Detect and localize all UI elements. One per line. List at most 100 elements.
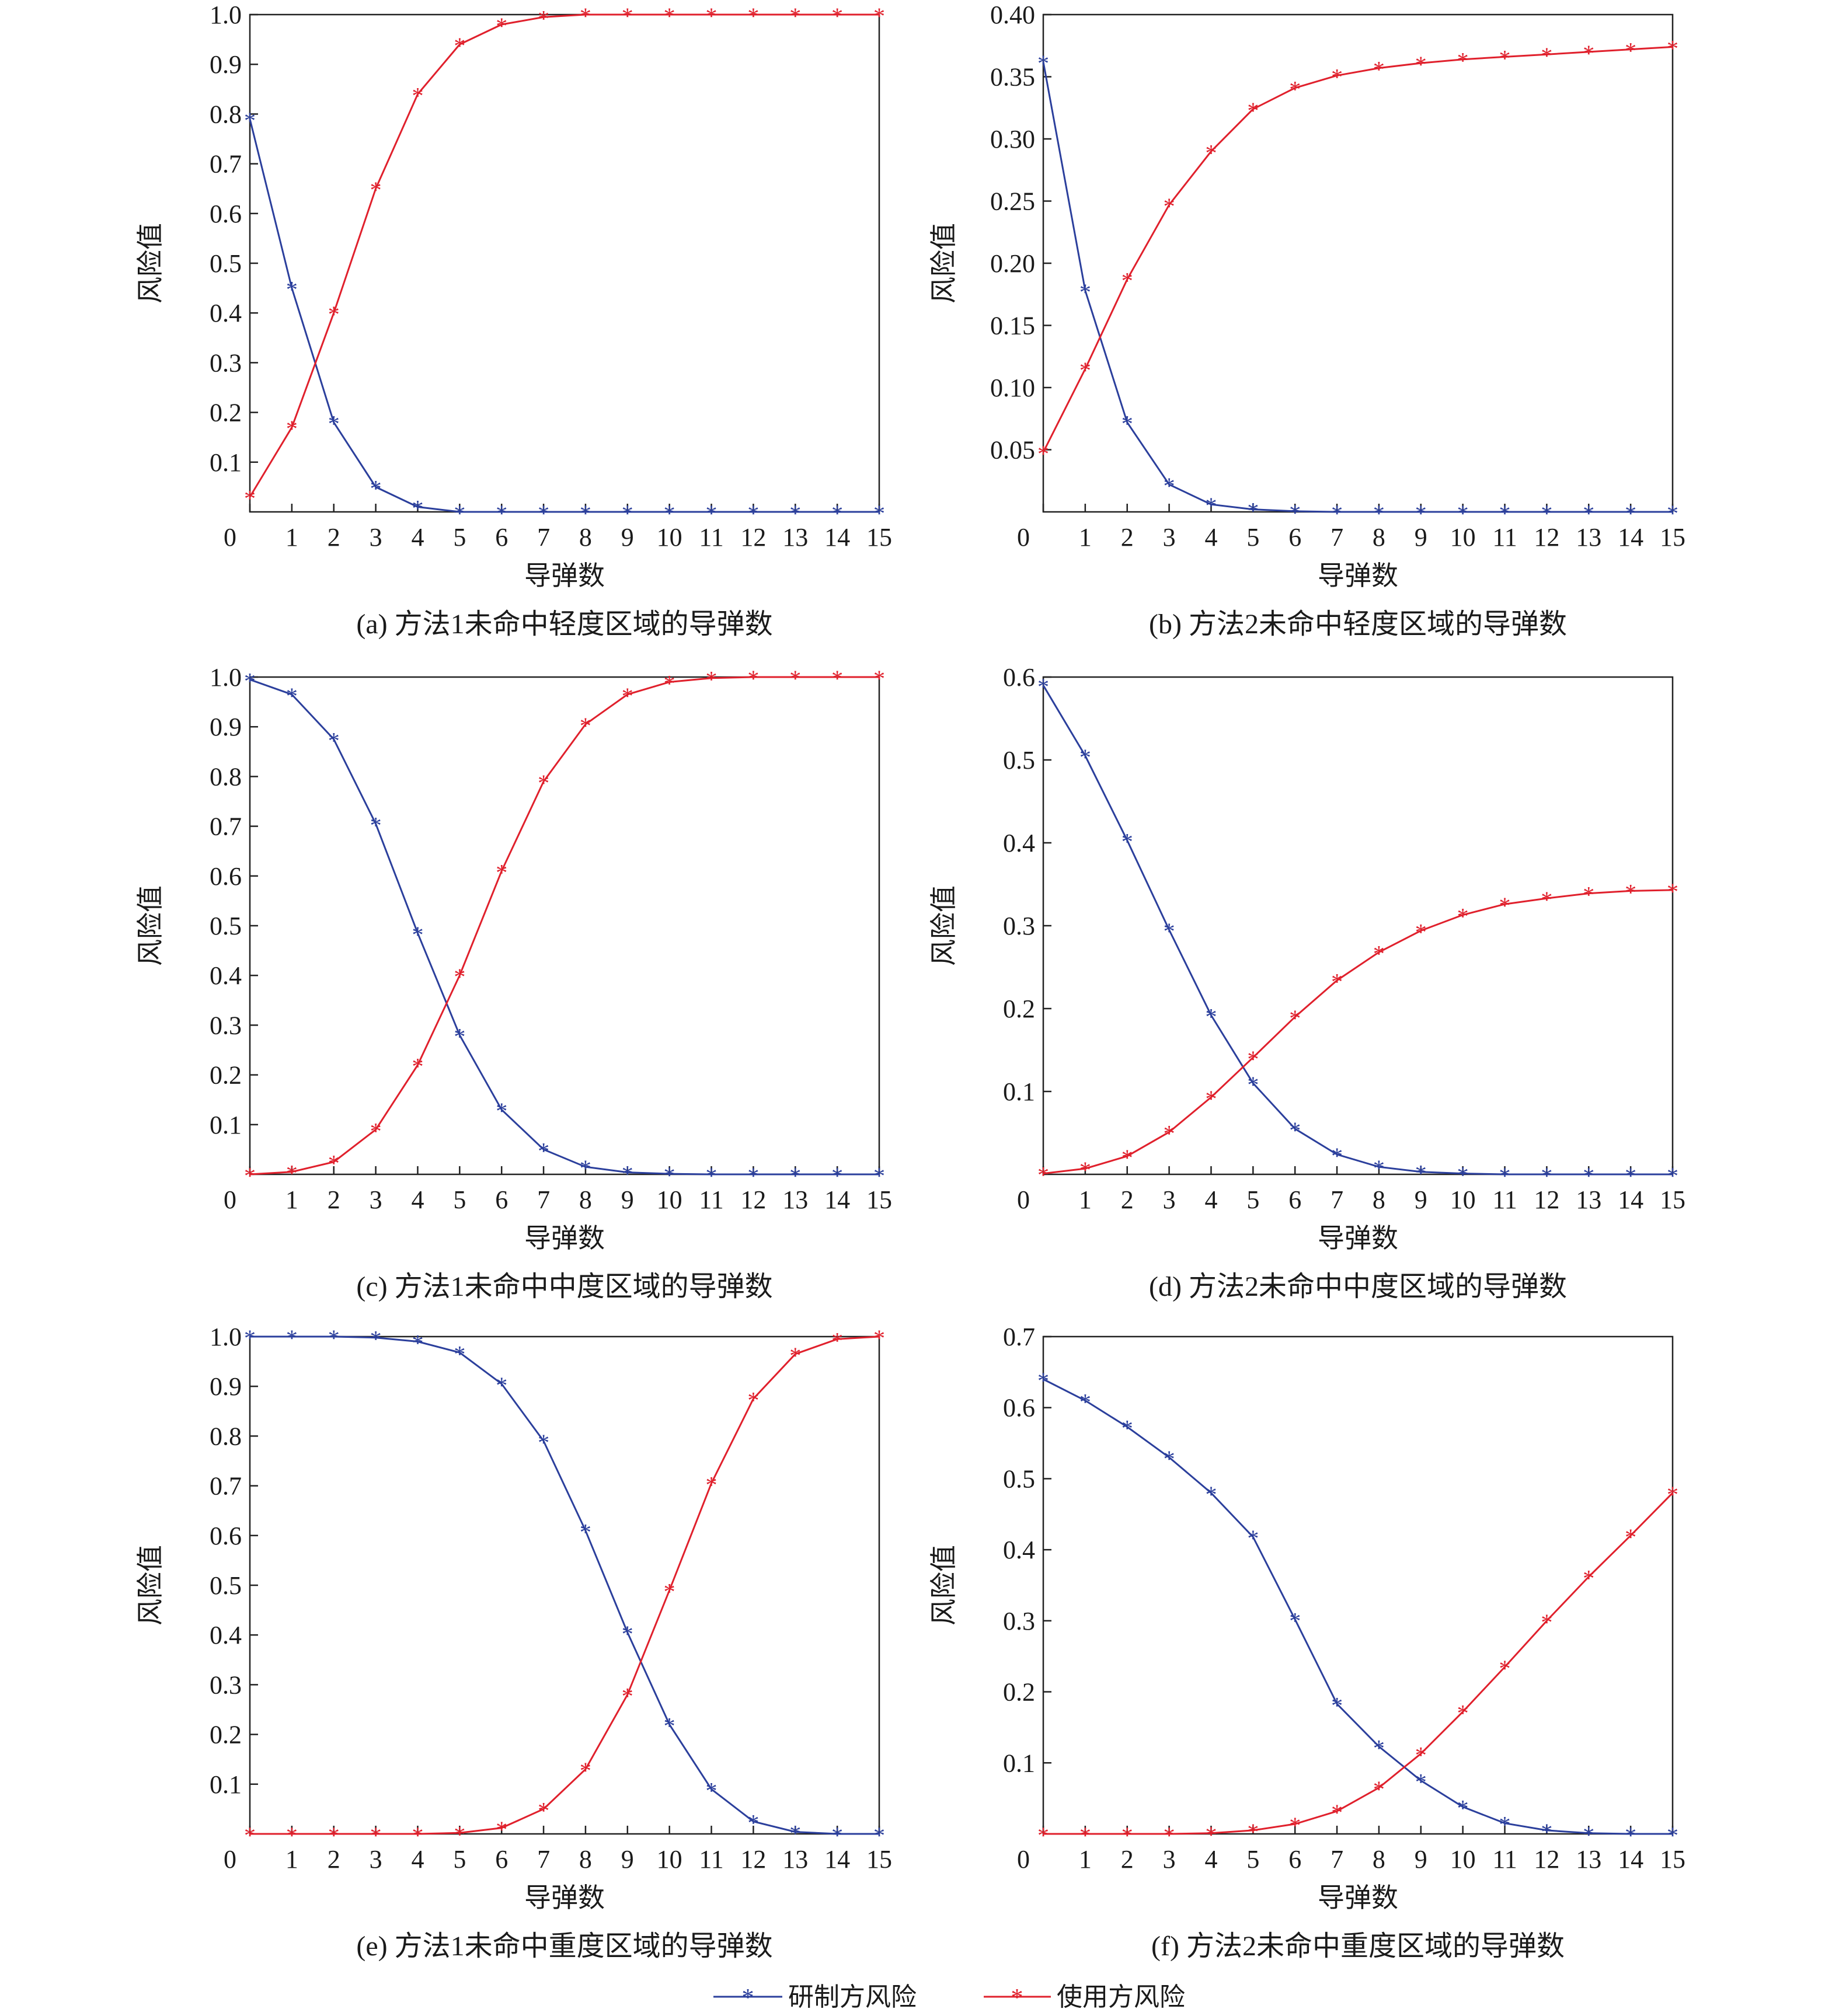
y-tick-label: 0.9 [210, 713, 242, 741]
data-point: * [1583, 40, 1594, 67]
x-tick-label: 2 [1121, 1185, 1134, 1214]
x-tick-label: 7 [1331, 523, 1343, 552]
data-point: * [1583, 1565, 1594, 1591]
data-point: * [1247, 1525, 1259, 1551]
data-point: * [706, 500, 718, 526]
x-axis-label: 导弹数 [1318, 1883, 1398, 1913]
x-tick-label: 5 [1246, 523, 1259, 552]
series-2: * * * * * * * * * * * * * * * * [1037, 35, 1678, 466]
x-tick-label: 8 [579, 1845, 592, 1874]
x-tick-label: 10 [1450, 1185, 1476, 1214]
data-point: * [664, 1579, 675, 1605]
x-tick-label: 6 [495, 1845, 508, 1874]
y-tick-label: 0.1 [1003, 1077, 1035, 1106]
data-point: * [244, 668, 256, 694]
x-tick-label: 4 [411, 1845, 424, 1874]
data-point: * [412, 82, 423, 109]
data-point: * [789, 1342, 801, 1369]
plot-frame [1042, 676, 1674, 1176]
x-tick-label: 14 [824, 1845, 850, 1874]
x-tick-label: 12 [740, 1185, 766, 1214]
x-tick-label: 9 [621, 1845, 634, 1874]
data-point: * [1164, 918, 1175, 944]
data-point: * [1373, 1776, 1385, 1802]
data-point: * [1037, 441, 1049, 467]
data-point: * [328, 1822, 340, 1848]
data-point: * [706, 1471, 718, 1498]
legend-marker-series1: * [742, 1984, 754, 2011]
series-line [250, 1335, 880, 1835]
series-line [1043, 889, 1673, 1175]
data-point: * [622, 3, 633, 29]
data-point: * [538, 1138, 549, 1164]
panel-caption: (e) 方法1未命中重度区域的导弹数 [356, 1931, 772, 1962]
data-point: * [244, 1325, 256, 1351]
data-point: * [1289, 1812, 1301, 1839]
data-point: * [622, 1683, 633, 1709]
x-tick-label: 0 [224, 1845, 236, 1874]
data-point: * [580, 500, 591, 526]
data-point: * [538, 500, 549, 526]
data-point: * [580, 3, 591, 29]
data-point: * [789, 1163, 801, 1189]
y-tick-label: 0.1 [1003, 1749, 1035, 1777]
data-point: * [664, 671, 675, 697]
x-tick-label: 12 [740, 523, 766, 552]
data-point: * [747, 1387, 759, 1414]
x-tick-label: 10 [657, 523, 682, 552]
x-tick-label: 13 [782, 523, 808, 552]
series-line [249, 13, 879, 498]
y-tick-label: 0.8 [210, 1422, 242, 1450]
data-point: * [622, 500, 633, 526]
data-point: * [1499, 1655, 1511, 1682]
data-point: * [747, 500, 759, 526]
data-point: * [1541, 1819, 1552, 1845]
series-line [249, 118, 879, 513]
x-tick-label: 5 [1246, 1845, 1259, 1874]
data-point: * [706, 667, 718, 693]
x-tick-label: 15 [866, 1845, 892, 1874]
data-point: * [873, 1163, 885, 1189]
data-point: * [1121, 1145, 1133, 1171]
data-point: * [1289, 1005, 1301, 1031]
x-tick-label: 3 [1163, 523, 1176, 552]
data-point: * [747, 3, 759, 29]
data-point: * [1079, 1389, 1091, 1415]
y-tick-label: 0.8 [210, 762, 242, 791]
x-tick-label: 14 [1618, 1845, 1643, 1874]
x-tick-label: 4 [411, 523, 424, 552]
data-point: * [1164, 1121, 1175, 1147]
data-point: * [831, 665, 843, 692]
x-tick-label: 8 [1373, 1185, 1385, 1214]
data-point: * [244, 1822, 256, 1848]
data-point: * [1289, 1117, 1301, 1143]
data-point: * [1205, 1086, 1217, 1112]
x-tick-label: 12 [740, 1845, 766, 1874]
x-tick-label: 12 [1534, 1845, 1559, 1874]
data-point: * [328, 411, 340, 437]
data-point: * [1625, 500, 1636, 526]
data-point: * [286, 1325, 298, 1351]
series-1: * * * * * * * * * * * * * * * * [1037, 50, 1678, 526]
data-point: * [706, 3, 718, 29]
x-tick-label: 15 [866, 1185, 892, 1214]
x-tick-label: 11 [1492, 1185, 1517, 1214]
data-point: * [1331, 969, 1343, 995]
y-tick-label: 0.7 [210, 150, 242, 179]
legend-label-series1: 研制方风险 [788, 1983, 917, 2011]
x-tick-label: 7 [537, 523, 550, 552]
data-point: * [328, 301, 340, 327]
data-point: * [1373, 57, 1385, 83]
y-axis-label: 风险值 [929, 223, 959, 304]
x-tick-label: 8 [1373, 1845, 1385, 1874]
y-tick-label: 0.5 [1003, 746, 1035, 775]
y-tick-label: 0.3 [1003, 1607, 1035, 1635]
y-tick-label: 0.4 [1003, 1536, 1035, 1564]
data-point: * [1457, 904, 1469, 930]
x-tick-label: 1 [1079, 1185, 1092, 1214]
y-tick-label: 0.4 [210, 299, 242, 327]
data-point: * [789, 500, 801, 526]
y-tick-label: 0.3 [210, 348, 242, 377]
data-point: * [1415, 1769, 1427, 1795]
